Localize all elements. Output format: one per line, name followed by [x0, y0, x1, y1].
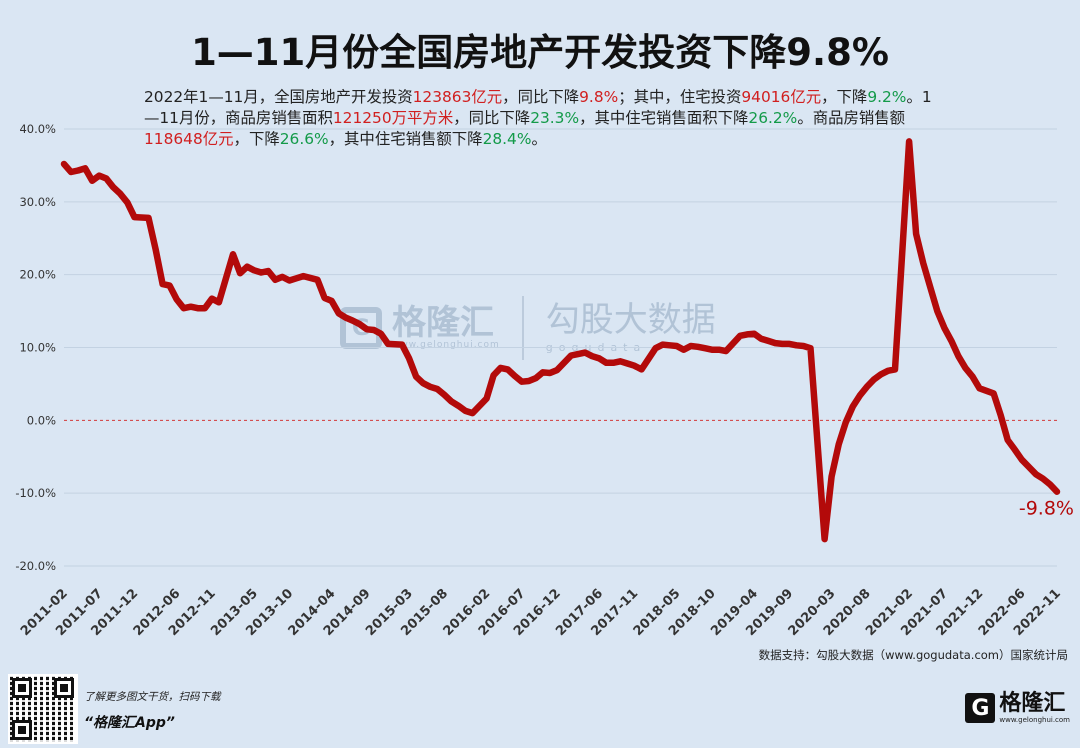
subtitle-text: 。 [531, 130, 547, 148]
y-tick-label: -10.0% [15, 486, 56, 500]
subtitle-value: 9.8% [579, 88, 619, 106]
watermark-divider [521, 296, 524, 360]
subtitle-text: ，同比下降 [502, 88, 580, 106]
subtitle-text: 2022年1—11月，全国房地产开发投资 [144, 88, 413, 106]
subtitle-value: 26.6% [279, 130, 329, 148]
line-chart: -20.0%-10.0%0.0%10.0%20.0%30.0%40.0%2011… [15, 122, 1074, 639]
subtitle-value: 118648亿元 [144, 130, 234, 148]
subtitle-value: 28.4% [482, 130, 532, 148]
subtitle-text: 。商品房销售额 [797, 109, 906, 127]
y-tick-label: 0.0% [27, 413, 56, 427]
watermark-name-2: 勾股大数据 [545, 299, 716, 340]
data-source: 数据支持：勾股大数据（www.gogudata.com）国家统计局 [758, 648, 1068, 662]
chart-subtitle: 2022年1—11月，全国房地产开发投资123863亿元，同比下降9.8%；其中… [144, 87, 944, 150]
chart-title: 1—11月份全国房地产开发投资下降9.8% [191, 31, 889, 74]
watermark-name: 格隆汇 [392, 303, 494, 343]
subtitle-text: 。1—11月份，商品房销售面积 [144, 88, 932, 127]
subtitle-text: ，其中住宅销售面积下降 [579, 109, 749, 127]
brand-logo-icon: G [965, 693, 996, 723]
subtitle-value: 26.2% [748, 109, 798, 127]
promo-text: 了解更多图文干货，扫码下载 [84, 691, 221, 703]
end-value-label: -9.8% [1019, 498, 1074, 520]
y-tick-label: 20.0% [19, 268, 56, 282]
subtitle-text: ，同比下降 [453, 109, 531, 127]
subtitle-text: ，下降 [821, 88, 868, 106]
y-tick-label: 30.0% [19, 195, 56, 209]
subtitle-value: 121250万平方米 [332, 109, 454, 127]
subtitle-value: 94016亿元 [741, 88, 822, 106]
y-tick-label: 40.0% [19, 122, 56, 136]
brand-url: www.gelonghui.com [999, 715, 1070, 724]
brand-logo: G 格隆汇 www.gelonghui.com [965, 688, 1070, 728]
subtitle-text: ；其中，住宅投资 [618, 88, 742, 106]
y-tick-label: -20.0% [15, 559, 56, 573]
series-line [60, 138, 1061, 543]
promo-app-name: “格隆汇App” [84, 715, 175, 731]
qr-code-icon[interactable] [8, 674, 78, 744]
brand-name: 格隆汇 [999, 690, 1066, 716]
subtitle-text: ，下降 [233, 130, 280, 148]
subtitle-value: 9.2% [867, 88, 907, 106]
subtitle-text: ，其中住宅销售额下降 [328, 130, 483, 148]
subtitle-value: 123863亿元 [412, 88, 503, 106]
y-tick-label: 10.0% [19, 341, 56, 355]
watermark-url: www.gelonghui.com [392, 340, 500, 350]
subtitle-value: 23.3% [530, 109, 580, 127]
